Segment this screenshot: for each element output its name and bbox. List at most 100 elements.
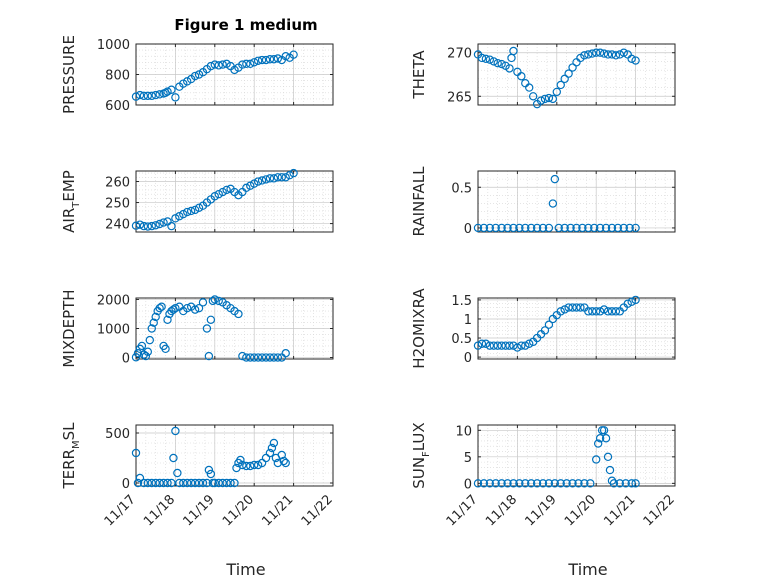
air-temp-data-point xyxy=(135,220,145,229)
sun-flux-y-axis-label: SUNFLUX xyxy=(410,422,432,488)
h2omixra-data-point xyxy=(607,307,617,316)
h2omixra-data-point xyxy=(568,303,577,312)
theta-axes-box xyxy=(477,43,676,106)
sun-flux-y-tick-label: 5 xyxy=(464,451,472,466)
rainfall-data-point xyxy=(497,223,506,233)
air-temp-y-axis-label: AIRTEMP xyxy=(60,170,82,233)
terr-msl-data-point xyxy=(133,478,143,488)
air-temp-data-point xyxy=(269,174,279,183)
mixdepth-data-point xyxy=(157,302,166,311)
mixdepth-y-axis-label: MIXDEPTH xyxy=(60,289,78,367)
sun-flux-data-point xyxy=(574,479,583,488)
mixdepth-data-point xyxy=(149,318,158,327)
terr-msl-x-tick-label: 11/22 xyxy=(299,492,336,529)
air-temp-data-point xyxy=(249,179,259,188)
rainfall-data-point xyxy=(503,223,512,233)
rainfall-data-point xyxy=(550,174,560,184)
theta-data-point xyxy=(603,50,613,59)
mixdepth-data-point xyxy=(131,353,141,362)
sun-flux-data-point xyxy=(599,426,609,435)
pressure-data-point xyxy=(214,61,223,70)
sun-flux-data-point xyxy=(627,479,636,488)
mixdepth-data-point xyxy=(269,353,279,362)
pressure-y-tick-label: 800 xyxy=(105,69,130,84)
terr-msl-data-point xyxy=(204,465,214,475)
sun-flux-y-tick-label: 10 xyxy=(455,424,472,439)
terr-msl-data-point xyxy=(281,458,290,468)
sun-flux-data-point xyxy=(515,479,524,488)
pressure-data-point xyxy=(253,56,263,65)
h2omixra-data-point xyxy=(509,341,518,350)
sun-flux-data-point xyxy=(521,479,530,488)
mixdepth-data-point xyxy=(145,335,154,345)
air-temp-data-point xyxy=(159,218,168,227)
h2omixra-data-point xyxy=(525,339,534,348)
sun-flux-data-point xyxy=(556,479,565,488)
mixdepth-data-point xyxy=(155,303,164,313)
theta-data-point xyxy=(564,69,573,78)
pressure-data-point xyxy=(269,55,279,64)
theta-data-point xyxy=(592,48,601,57)
terr-msl-data-point xyxy=(139,478,149,488)
mixdepth-data-point xyxy=(133,348,143,358)
theta-data-point xyxy=(580,51,589,60)
air-temp-data-point xyxy=(277,173,286,182)
terr-msl-data-point xyxy=(171,426,180,436)
sun-flux-data-point xyxy=(544,479,554,488)
h2omixra-data-point xyxy=(588,307,597,316)
terr-msl-data-point xyxy=(269,438,279,448)
rainfall-data-point xyxy=(566,223,575,233)
air-temp-data-point xyxy=(218,187,227,197)
air-temp-data-point xyxy=(273,173,283,182)
pressure-data-point xyxy=(281,52,290,61)
theta-data-point xyxy=(544,93,554,103)
h2omixra-data-point xyxy=(627,297,636,307)
air-temp-data-point xyxy=(183,207,192,217)
sun-flux-data-point xyxy=(479,479,489,488)
theta-y-tick-label: 265 xyxy=(447,90,472,105)
h2omixra-axes-box xyxy=(477,297,676,360)
air-temp-data-point xyxy=(214,189,223,199)
terr-msl-panel: 0 500 11/17 11/18 11/19 11/20 11/21 11/22 TERRMS… xyxy=(60,422,336,529)
rainfall-y-tick-label: 0.5 xyxy=(451,181,472,196)
pressure-data-point xyxy=(171,93,180,102)
rainfall-y-axis-label: RAINFALL xyxy=(410,166,428,237)
sun-flux-data-point xyxy=(538,479,548,488)
h2omixra-data-point xyxy=(623,299,632,308)
rainfall-data-point xyxy=(578,223,587,233)
sun-flux-panel: 0 5 10 11/17 11/18 11/19 11/20 11/21 11/22 SUNFLU… xyxy=(410,422,678,529)
sun-flux-data-point xyxy=(592,455,601,464)
theta-data-point xyxy=(631,56,640,65)
terr-msl-data-point xyxy=(265,448,275,458)
mixdepth-data-point xyxy=(141,351,151,361)
theta-data-point xyxy=(568,63,577,72)
terr-msl-x-tick-label: 11/18 xyxy=(141,492,178,529)
sun-flux-data-point xyxy=(603,452,613,462)
sun-flux-data-point xyxy=(562,479,571,488)
sun-flux-data-point xyxy=(595,434,605,443)
h2omixra-data-point xyxy=(603,307,613,316)
rainfall-data-point xyxy=(538,223,548,233)
rainfall-data-point xyxy=(515,223,524,233)
rainfall-data-point xyxy=(595,223,605,233)
rainfall-data-point xyxy=(485,223,495,233)
air-temp-data-point xyxy=(147,221,156,231)
h2omixra-data-point xyxy=(611,307,621,316)
theta-data-point xyxy=(556,80,565,90)
air-temp-data-point xyxy=(265,174,275,183)
terr-msl-data-point xyxy=(202,478,212,488)
h2omixra-y-tick-label: 0 xyxy=(464,351,472,366)
h2omixra-y-tick-label: 0.5 xyxy=(451,332,472,347)
rainfall-panel: 0 0.5 RAINFALL xyxy=(410,166,676,237)
h2omixra-data-point xyxy=(481,339,491,348)
air-temp-data-point xyxy=(285,171,294,180)
h2omixra-data-point xyxy=(505,341,514,350)
mixdepth-data-point xyxy=(214,296,223,306)
h2omixra-y-tick-label: 1.5 xyxy=(451,294,472,309)
terr-msl-x-tick-label: 11/19 xyxy=(181,492,218,529)
rainfall-data-point xyxy=(473,223,483,233)
mixdepth-data-point xyxy=(281,348,290,358)
terr-msl-data-point xyxy=(186,478,196,488)
sun-flux-data-point xyxy=(580,479,589,488)
h2omixra-y-axis-label: H2OMIXRA xyxy=(410,288,428,369)
